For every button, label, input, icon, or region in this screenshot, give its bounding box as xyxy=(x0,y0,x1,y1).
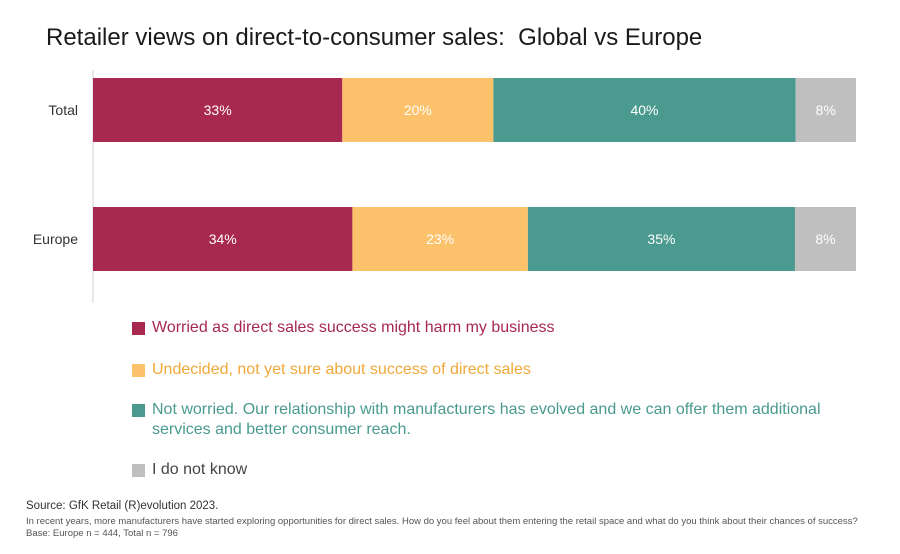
source-text: Source: GfK Retail (R)evolution 2023. xyxy=(26,500,219,512)
data-label: 35% xyxy=(647,231,675,247)
legend-item: Undecided, not yet sure about success of… xyxy=(132,360,531,380)
data-label: 8% xyxy=(815,231,835,247)
data-label: 23% xyxy=(426,231,454,247)
legend-swatch xyxy=(132,404,145,417)
data-label: 34% xyxy=(209,231,237,247)
legend-item: Worried as direct sales success might ha… xyxy=(132,318,555,338)
legend-swatch xyxy=(132,322,145,335)
data-label: 40% xyxy=(630,102,658,118)
legend-swatch xyxy=(132,364,145,377)
legend-label: Undecided, not yet sure about success of… xyxy=(152,361,531,378)
legend-label: I do not know xyxy=(152,461,248,478)
bar-segment xyxy=(93,207,353,271)
footnote-text: In recent years, more manufacturers have… xyxy=(26,516,858,539)
bar-segment xyxy=(527,207,795,271)
category-label: Total xyxy=(48,102,78,118)
data-label: 33% xyxy=(204,102,232,118)
bar-segment xyxy=(493,78,796,142)
chart-title: Retailer views on direct-to-consumer sal… xyxy=(46,24,703,51)
legend-label: Not worried. Our relationship with manuf… xyxy=(152,401,821,438)
category-label: Europe xyxy=(33,231,78,247)
legend-label: Worried as direct sales success might ha… xyxy=(152,319,555,336)
legend-item: Not worried. Our relationship with manuf… xyxy=(132,400,872,440)
data-label: 20% xyxy=(404,102,432,118)
data-label: 8% xyxy=(816,102,836,118)
bar-segment xyxy=(93,78,343,142)
stacked-bar-chart: Total Europe 33% 20% 40% 8% 34% 23% 35% 8% xyxy=(33,70,856,303)
legend-item: I do not know xyxy=(132,460,247,480)
bar-segment xyxy=(352,207,528,271)
bar-segment xyxy=(342,78,494,142)
bar-segment xyxy=(795,78,856,142)
legend-swatch xyxy=(132,464,145,477)
bar-segment xyxy=(794,207,856,271)
